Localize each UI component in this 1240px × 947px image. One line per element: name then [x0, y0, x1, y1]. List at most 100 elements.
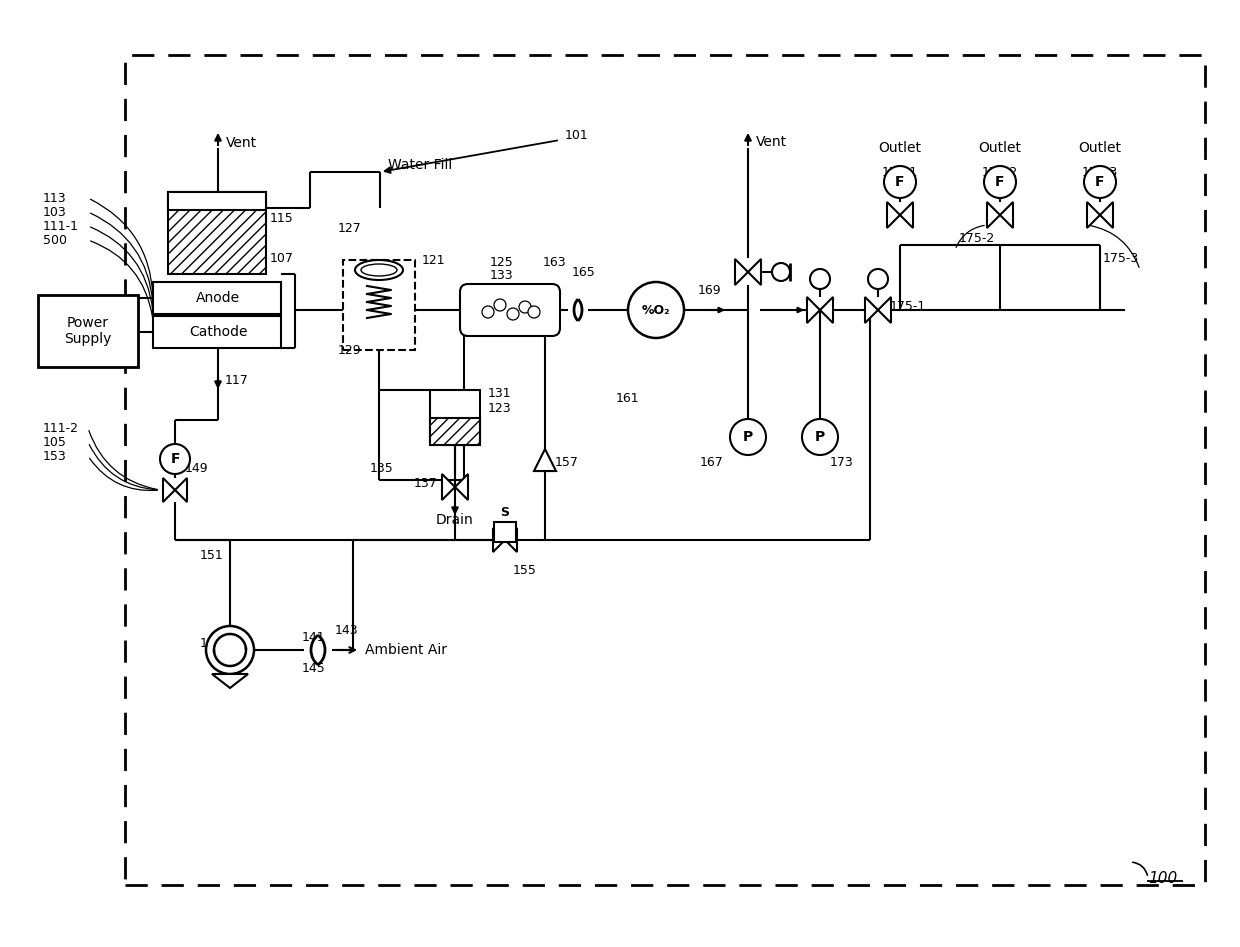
Text: 161: 161 [616, 391, 640, 404]
Text: 167: 167 [701, 456, 724, 469]
Text: 103: 103 [43, 205, 67, 219]
Text: 105: 105 [43, 436, 67, 449]
Text: 131: 131 [489, 386, 512, 400]
Text: Drain: Drain [436, 513, 474, 527]
Circle shape [206, 626, 254, 674]
Bar [38, 295, 138, 367]
Text: F: F [996, 175, 1004, 189]
FancyBboxPatch shape [460, 284, 560, 336]
Text: 133: 133 [490, 269, 513, 281]
Polygon shape [505, 528, 517, 552]
Text: Vent: Vent [226, 136, 257, 150]
Text: 100: 100 [1148, 870, 1177, 885]
Text: 157: 157 [556, 456, 579, 469]
Bar [167, 192, 267, 210]
Text: 101: 101 [565, 129, 589, 141]
Text: 137: 137 [414, 476, 438, 490]
Bar [153, 282, 281, 314]
Circle shape [528, 306, 539, 318]
Text: 177-1: 177-1 [882, 166, 918, 178]
Text: Outlet: Outlet [878, 141, 921, 155]
Polygon shape [999, 202, 1013, 228]
Polygon shape [887, 202, 900, 228]
Polygon shape [534, 449, 556, 471]
Circle shape [730, 419, 766, 455]
Polygon shape [987, 202, 999, 228]
Circle shape [627, 282, 684, 338]
Ellipse shape [361, 264, 397, 276]
Bar [430, 418, 480, 445]
Text: 115: 115 [270, 211, 294, 224]
Text: P: P [815, 430, 825, 444]
Circle shape [802, 419, 838, 455]
Polygon shape [441, 474, 455, 500]
Text: S: S [501, 506, 510, 519]
Bar [494, 522, 516, 542]
Text: 177-2: 177-2 [982, 166, 1018, 178]
Text: 175-1: 175-1 [890, 299, 926, 313]
Polygon shape [735, 259, 748, 285]
Text: 165: 165 [572, 265, 595, 278]
Circle shape [482, 306, 494, 318]
Text: 117: 117 [224, 373, 249, 386]
Polygon shape [748, 259, 761, 285]
Circle shape [810, 269, 830, 289]
Text: 127: 127 [339, 222, 362, 235]
Ellipse shape [355, 260, 403, 280]
Circle shape [1084, 166, 1116, 198]
Text: 173: 173 [830, 456, 854, 469]
Text: 500: 500 [43, 234, 67, 246]
Text: 149: 149 [185, 461, 208, 474]
Bar [153, 316, 281, 348]
Polygon shape [455, 474, 467, 500]
Text: F: F [1095, 175, 1105, 189]
Text: 177-3: 177-3 [1081, 166, 1118, 178]
Polygon shape [878, 297, 892, 323]
Text: 135: 135 [370, 461, 394, 474]
Text: 121: 121 [422, 254, 445, 266]
Polygon shape [175, 478, 187, 502]
Text: F: F [170, 452, 180, 466]
Polygon shape [807, 297, 820, 323]
Bar [343, 260, 415, 350]
Text: Anode: Anode [196, 291, 241, 305]
Polygon shape [820, 297, 833, 323]
Bar [167, 192, 267, 274]
Text: 107: 107 [270, 252, 294, 264]
Polygon shape [1087, 202, 1100, 228]
Text: 171: 171 [810, 423, 833, 437]
Text: 129: 129 [339, 344, 362, 356]
Text: 145: 145 [303, 662, 326, 674]
Text: Ambient Air: Ambient Air [365, 643, 446, 657]
Text: 175-3: 175-3 [1104, 252, 1140, 264]
Text: %O₂: %O₂ [642, 303, 671, 316]
Text: 147: 147 [200, 636, 223, 650]
Text: Outlet: Outlet [978, 141, 1022, 155]
Text: Vent: Vent [756, 135, 787, 149]
Bar [430, 390, 480, 445]
Polygon shape [1100, 202, 1114, 228]
Text: Cathode: Cathode [188, 325, 247, 339]
Circle shape [160, 444, 190, 474]
Text: 143: 143 [335, 623, 358, 636]
Text: 163: 163 [543, 256, 567, 269]
Polygon shape [212, 674, 248, 688]
Text: 155: 155 [513, 563, 537, 577]
Text: F: F [895, 175, 905, 189]
Text: Power: Power [67, 316, 109, 330]
Text: 113: 113 [43, 191, 67, 205]
Circle shape [494, 299, 506, 311]
Polygon shape [494, 528, 505, 552]
Circle shape [520, 301, 531, 313]
Text: 153: 153 [43, 450, 67, 462]
Text: 169: 169 [698, 283, 722, 296]
Circle shape [773, 263, 790, 281]
Circle shape [985, 166, 1016, 198]
Text: 175-2: 175-2 [959, 231, 994, 244]
Polygon shape [866, 297, 878, 323]
Circle shape [868, 269, 888, 289]
Text: Water Fill: Water Fill [388, 158, 453, 172]
Text: Supply: Supply [64, 332, 112, 346]
Polygon shape [162, 478, 175, 502]
Polygon shape [900, 202, 913, 228]
